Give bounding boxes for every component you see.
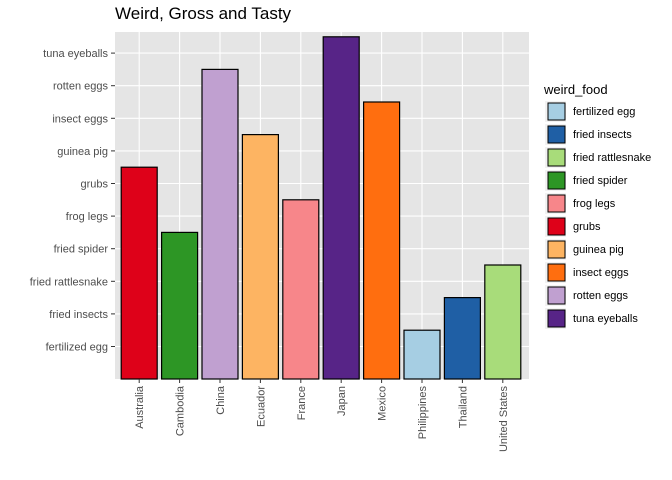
legend-swatch-guinea-pig	[547, 240, 566, 259]
y-tick-label-frog-legs: frog legs	[66, 211, 109, 223]
legend-label-insect-eggs: insect eggs	[573, 267, 629, 279]
legend-label-tuna-eyeballs: tuna eyeballs	[573, 313, 638, 325]
bar-philippines[interactable]	[403, 329, 441, 380]
legend-label-fried-spider: fried spider	[573, 175, 628, 187]
legend-title: weird_food	[543, 82, 608, 97]
legend-label-grubs: grubs	[573, 221, 601, 233]
bar-france[interactable]	[282, 199, 320, 380]
x-tick-label-mexico: Mexico	[377, 386, 389, 421]
y-tick-label-insect-eggs: insect eggs	[52, 113, 108, 125]
legend-swatch-grubs	[547, 217, 566, 236]
x-tick-label-japan: Japan	[336, 386, 348, 416]
legend-swatch-fried-insects	[547, 125, 566, 144]
legend-label-frog-legs: frog legs	[573, 198, 616, 210]
legend: weird_food fertilized egg fried insects fri…	[543, 82, 651, 329]
legend-swatch-tuna-eyeballs	[547, 309, 566, 328]
bar-china[interactable]	[201, 68, 239, 380]
legend-label-fried-insects: fried insects	[573, 129, 632, 141]
legend-swatch-insect-eggs	[547, 263, 566, 282]
chart-title: Weird, Gross and Tasty	[115, 4, 292, 23]
bar-united-states[interactable]	[484, 264, 522, 380]
y-tick-label-grubs: grubs	[80, 179, 108, 191]
y-tick-label-tuna-eyeballs: tuna eyeballs	[43, 48, 108, 60]
x-tick-label-france: France	[296, 386, 308, 420]
legend-swatch-fertilized-egg	[547, 102, 566, 121]
x-tick-label-cambodia: Cambodia	[175, 385, 187, 436]
y-tick-label-guinea-pig: guinea pig	[57, 146, 108, 158]
legend-swatch-rotten-eggs	[547, 286, 566, 305]
x-tick-label-thailand: Thailand	[457, 386, 469, 428]
legend-swatch-fried-spider	[547, 171, 566, 190]
bar-australia[interactable]	[120, 166, 158, 380]
y-tick-label-fried-spider: fried spider	[54, 244, 109, 256]
legend-swatch-fried-rattlesnake	[547, 148, 566, 167]
legend-label-fertilized-egg: fertilized egg	[573, 106, 635, 118]
x-axis: Australia Cambodia China Ecuador France Japan…	[134, 379, 510, 452]
bar-mexico[interactable]	[363, 101, 401, 380]
legend-label-rotten-eggs: rotten eggs	[573, 290, 629, 302]
x-tick-label-ecuador: Ecuador	[255, 386, 267, 427]
y-tick-label-fried-insects: fried insects	[49, 309, 108, 321]
bar-ecuador[interactable]	[241, 134, 279, 380]
bar-japan[interactable]	[322, 36, 360, 380]
x-tick-label-united-states: United States	[498, 386, 510, 453]
legend-label-fried-rattlesnake: fried rattlesnake	[573, 152, 651, 164]
x-tick-label-australia: Australia	[134, 385, 146, 429]
x-tick-label-philippines: Philippines	[417, 386, 429, 440]
bar-thailand[interactable]	[443, 297, 481, 380]
legend-label-guinea-pig: guinea pig	[573, 244, 624, 256]
bars	[120, 36, 522, 380]
legend-swatch-frog-legs	[547, 194, 566, 213]
x-tick-label-china: China	[215, 385, 227, 415]
y-tick-label-fried-rattlesnake: fried rattlesnake	[30, 276, 108, 288]
y-axis: fertilized egg fried insects fried rattles…	[30, 48, 115, 354]
bar-cambodia[interactable]	[161, 231, 199, 380]
y-tick-label-fertilized-egg: fertilized egg	[46, 342, 108, 354]
y-tick-label-rotten-eggs: rotten eggs	[53, 81, 109, 93]
